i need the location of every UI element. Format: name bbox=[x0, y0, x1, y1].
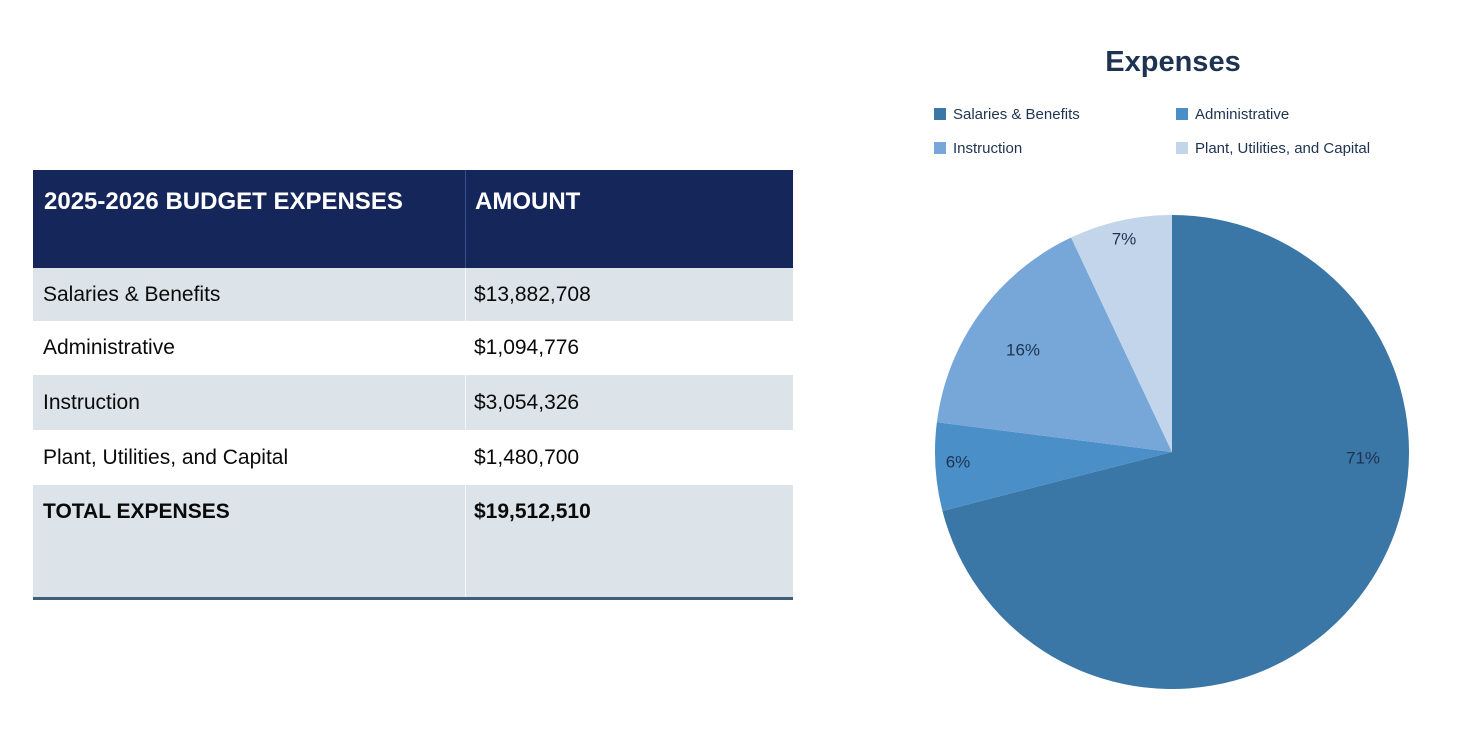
pie-percent-label-3: 7% bbox=[1112, 229, 1137, 248]
pie-percent-label-0: 71% bbox=[1346, 448, 1380, 467]
table-header-expenses: 2025-2026 BUDGET EXPENSES bbox=[33, 170, 466, 268]
legend-swatch-plant-utilities-capital bbox=[1176, 142, 1188, 154]
legend-item-salaries-benefits: Salaries & Benefits bbox=[934, 105, 1080, 123]
table-row-instruction: Instruction $3,054,326 bbox=[33, 375, 793, 430]
legend-item-administrative: Administrative bbox=[1176, 105, 1289, 123]
legend-label: Instruction bbox=[953, 139, 1023, 157]
legend-swatch-administrative bbox=[1176, 108, 1188, 120]
pie-slice-2 bbox=[936, 237, 1172, 452]
table-cell-label: Salaries & Benefits bbox=[33, 268, 466, 321]
pie-percent-label-2: 16% bbox=[1006, 340, 1040, 359]
expenses-pie-chart: 71% 6% 16% 7% bbox=[935, 215, 1410, 689]
pie-slice-1 bbox=[935, 422, 1172, 511]
table-cell-amount: $3,054,326 bbox=[474, 390, 580, 414]
table-cell-total-label: TOTAL EXPENSES bbox=[33, 485, 466, 597]
table-cell-label: Administrative bbox=[43, 336, 175, 359]
legend-label: Plant, Utilities, and Capital bbox=[1195, 139, 1371, 157]
legend-swatch-salaries-benefits bbox=[934, 108, 946, 120]
pie-slice-0 bbox=[942, 215, 1410, 689]
table-row-total-expenses: TOTAL EXPENSES $19,512,510 bbox=[33, 485, 793, 600]
table-row-administrative: Administrative $1,094,776 bbox=[33, 321, 793, 375]
table-row-plant-utilities-capital: Plant, Utilities, and Capital $1,480,700 bbox=[33, 430, 793, 485]
chart-title: Expenses bbox=[1105, 46, 1241, 78]
legend-swatch-instruction bbox=[934, 142, 946, 154]
legend-label: Administrative bbox=[1195, 105, 1290, 123]
pie-slice-3 bbox=[1071, 215, 1172, 452]
table-cell-label: Instruction bbox=[33, 375, 466, 430]
table-cell-label: Plant, Utilities, and Capital bbox=[43, 445, 289, 469]
table-cell-amount: $13,882,708 bbox=[474, 282, 591, 306]
legend-item-plant-utilities-capital: Plant, Utilities, and Capital bbox=[1176, 139, 1370, 157]
table-header-amount: AMOUNT bbox=[475, 188, 581, 215]
table-header-row: 2025-2026 BUDGET EXPENSES AMOUNT bbox=[33, 170, 793, 268]
table-cell-amount: $1,480,700 bbox=[474, 445, 580, 469]
table-cell-total-amount: $19,512,510 bbox=[474, 500, 591, 523]
budget-table: 2025-2026 BUDGET EXPENSES AMOUNT Salarie… bbox=[33, 170, 793, 600]
pie-percent-label-1: 6% bbox=[946, 452, 971, 471]
legend-label: Salaries & Benefits bbox=[953, 105, 1080, 123]
legend-item-instruction: Instruction bbox=[934, 139, 1022, 157]
table-cell-amount: $1,094,776 bbox=[474, 336, 580, 359]
table-row-salaries-benefits: Salaries & Benefits $13,882,708 bbox=[33, 268, 793, 321]
